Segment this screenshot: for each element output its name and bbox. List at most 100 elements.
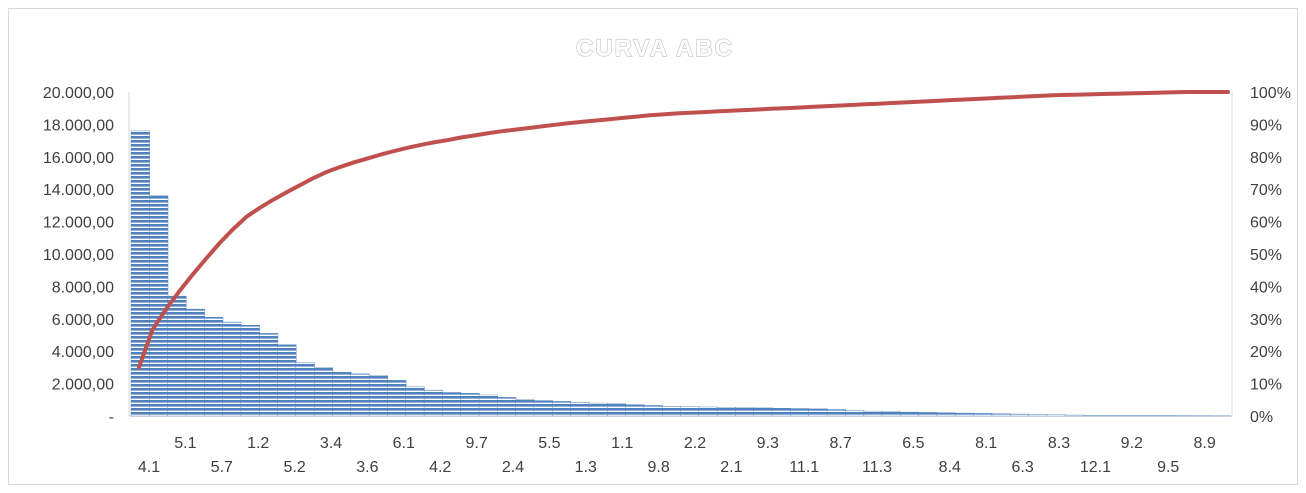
bar bbox=[368, 375, 389, 417]
left-axis-tick-label: 12.000,00 bbox=[43, 215, 114, 232]
bar bbox=[350, 373, 370, 417]
right-axis-tick-label: 0% bbox=[1250, 409, 1273, 426]
bar bbox=[698, 406, 718, 417]
x-axis-tick-label: 2.1 bbox=[720, 459, 742, 476]
bar bbox=[863, 410, 883, 417]
x-axis-tick-label: 9.5 bbox=[1157, 459, 1179, 476]
x-axis-tick-label: 2.2 bbox=[684, 435, 706, 452]
right-axis-tick-label: 90% bbox=[1250, 117, 1282, 134]
right-axis-tick-label: 70% bbox=[1250, 182, 1282, 199]
x-axis-tick-label: 3.6 bbox=[356, 459, 378, 476]
bar bbox=[680, 406, 700, 417]
x-axis-ticks: 4.1 5.1 5.7 1.2 5.2 3.4 3.6 6.1 4.2 9.7 2.4 5.5 1.3 1… bbox=[138, 435, 1216, 476]
x-axis-tick-label: 3.4 bbox=[320, 435, 342, 452]
bar bbox=[1010, 413, 1030, 417]
bar bbox=[1083, 414, 1103, 417]
left-axis-tick-label: 2.000,00 bbox=[52, 377, 114, 394]
x-axis-tick-label: 6.5 bbox=[902, 435, 924, 452]
bar bbox=[295, 362, 315, 417]
left-axis-tick-label: 4.000,00 bbox=[52, 344, 114, 361]
x-axis-tick-label: 1.3 bbox=[575, 459, 597, 476]
bar bbox=[1101, 415, 1121, 417]
bar bbox=[881, 411, 901, 417]
bar bbox=[313, 367, 334, 417]
x-axis-tick-label: 1.2 bbox=[247, 435, 269, 452]
left-axis-tick-label: 8.000,00 bbox=[52, 279, 114, 296]
bar bbox=[716, 407, 737, 417]
x-axis-tick-label: 8.9 bbox=[1193, 435, 1215, 452]
bar bbox=[240, 325, 260, 417]
bar bbox=[1046, 414, 1066, 417]
bar bbox=[771, 408, 791, 417]
bar bbox=[625, 404, 645, 417]
bar bbox=[332, 372, 352, 417]
x-axis-tick-label: 6.1 bbox=[393, 435, 415, 452]
x-axis-tick-label: 8.4 bbox=[939, 459, 961, 476]
left-axis-tick-label: 16.000,00 bbox=[43, 150, 114, 167]
x-axis-tick-label: 11.1 bbox=[789, 459, 819, 476]
right-axis-tick-label: 80% bbox=[1250, 150, 1282, 167]
bar bbox=[845, 410, 865, 417]
bar bbox=[1064, 414, 1085, 417]
x-axis-tick-label: 8.3 bbox=[1048, 435, 1070, 452]
bar bbox=[808, 408, 828, 417]
bar bbox=[167, 295, 187, 417]
x-axis-tick-label: 12.1 bbox=[1080, 459, 1111, 476]
bar bbox=[973, 413, 993, 417]
bar bbox=[900, 411, 920, 417]
bar bbox=[826, 409, 846, 417]
x-axis-tick-label: 2.4 bbox=[502, 459, 524, 476]
left-axis-tick-label: 6.000,00 bbox=[52, 312, 114, 329]
bar bbox=[735, 407, 755, 417]
right-axis-tick-label: 10% bbox=[1250, 377, 1282, 394]
right-axis-tick-label: 100% bbox=[1250, 85, 1291, 102]
bar bbox=[130, 130, 150, 417]
x-axis-tick-label: 9.8 bbox=[647, 459, 669, 476]
bar bbox=[149, 195, 169, 417]
x-axis-tick-label: 5.2 bbox=[283, 459, 305, 476]
bar-series bbox=[130, 130, 1231, 417]
bar bbox=[405, 386, 425, 417]
bar bbox=[1119, 415, 1140, 417]
left-axis-tick-label: 18.000,00 bbox=[43, 117, 114, 134]
bar bbox=[643, 405, 663, 417]
x-axis-tick-label: 4.1 bbox=[138, 459, 160, 476]
bar bbox=[753, 407, 773, 417]
right-axis-tick-label: 50% bbox=[1250, 247, 1282, 264]
bar bbox=[936, 412, 956, 417]
x-axis-tick-label: 11.3 bbox=[862, 459, 892, 476]
bar bbox=[918, 412, 938, 417]
bar bbox=[185, 308, 205, 417]
chart-title: CURVA ABC bbox=[576, 35, 734, 62]
left-axis-tick-label: 20.000,00 bbox=[43, 85, 114, 102]
bar bbox=[423, 389, 443, 417]
right-axis-tick-label: 30% bbox=[1250, 312, 1282, 329]
bar bbox=[552, 401, 572, 417]
bar bbox=[222, 321, 242, 417]
bar bbox=[661, 406, 682, 417]
bar bbox=[442, 392, 462, 417]
bar bbox=[259, 333, 279, 417]
bar bbox=[460, 393, 480, 417]
left-axis-tick-label: 14.000,00 bbox=[43, 182, 114, 199]
bar bbox=[588, 402, 608, 417]
bar bbox=[607, 403, 627, 417]
x-axis-tick-label: 9.7 bbox=[465, 435, 487, 452]
bar bbox=[515, 399, 535, 417]
bar bbox=[790, 408, 810, 417]
x-axis-tick-label: 5.1 bbox=[174, 435, 196, 452]
bar bbox=[277, 344, 297, 417]
x-axis-tick-label: 5.7 bbox=[211, 459, 233, 476]
x-axis-tick-label: 8.7 bbox=[829, 435, 851, 452]
x-axis-tick-label: 1.1 bbox=[611, 435, 633, 452]
cumulative-percent-line bbox=[137, 90, 1230, 370]
x-axis-tick-label: 8.1 bbox=[975, 435, 997, 452]
right-axis-tick-label: 20% bbox=[1250, 344, 1282, 361]
x-axis-tick-label: 6.3 bbox=[1011, 459, 1033, 476]
bar bbox=[955, 412, 975, 417]
left-axis-ticks: - 2.000,00 4.000,00 6.000,00 8.000,00 10.000,… bbox=[43, 85, 114, 426]
left-axis-tick-label: - bbox=[109, 409, 114, 426]
bar bbox=[991, 413, 1011, 417]
bar bbox=[533, 400, 553, 417]
